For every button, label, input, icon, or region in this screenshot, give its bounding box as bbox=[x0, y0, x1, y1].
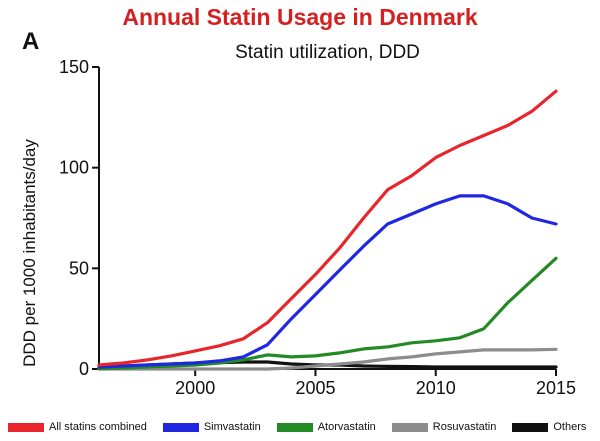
legend-swatch bbox=[8, 422, 44, 432]
chart-title: Statin utilization, DDD bbox=[235, 42, 420, 63]
legend-item-others: Others bbox=[512, 421, 586, 433]
legend-item-rosuvastatin: Rosuvastatin bbox=[391, 421, 497, 433]
y-axis-label: DDD per 1000 inhabitants/day bbox=[20, 139, 39, 367]
series-line-all-statins-combined bbox=[97, 89, 558, 367]
y-tick-label: 100 bbox=[59, 158, 89, 178]
panel-letter: A bbox=[22, 28, 40, 55]
headline: Annual Statin Usage in Denmark bbox=[122, 4, 478, 30]
series-line-simvastatin bbox=[97, 194, 558, 369]
legend-swatch bbox=[276, 422, 313, 432]
chart-legend: All statins combined Simvastatin Atorvasta… bbox=[8, 418, 600, 436]
legend-item-all-statins-combined: All statins combined bbox=[8, 421, 147, 433]
legend-label: Simvastatin bbox=[203, 421, 261, 433]
legend-label: All statins combined bbox=[49, 421, 147, 433]
legend-swatch bbox=[391, 422, 428, 432]
x-tick-label: 2005 bbox=[295, 378, 335, 398]
legend-label: Others bbox=[553, 421, 587, 433]
legend-item-atorvastatin: Atorvastatin bbox=[276, 421, 376, 433]
x-tick-label: 2010 bbox=[416, 378, 456, 398]
x-tick-label: 2015 bbox=[536, 378, 576, 398]
series-line-rosuvastatin bbox=[97, 347, 558, 371]
y-tick-label: 50 bbox=[69, 258, 89, 278]
legend-item-simvastatin: Simvastatin bbox=[162, 421, 261, 433]
series-line-atorvastatin bbox=[97, 256, 558, 371]
legend-label: Rosuvastatin bbox=[432, 421, 497, 433]
y-tick-label: 150 bbox=[59, 57, 89, 77]
x-tick-label: 2000 bbox=[175, 378, 215, 398]
legend-swatch bbox=[512, 422, 549, 432]
legend-label: Atorvastatin bbox=[317, 421, 376, 433]
y-tick-label: 0 bbox=[79, 359, 89, 379]
legend-swatch bbox=[162, 422, 199, 432]
